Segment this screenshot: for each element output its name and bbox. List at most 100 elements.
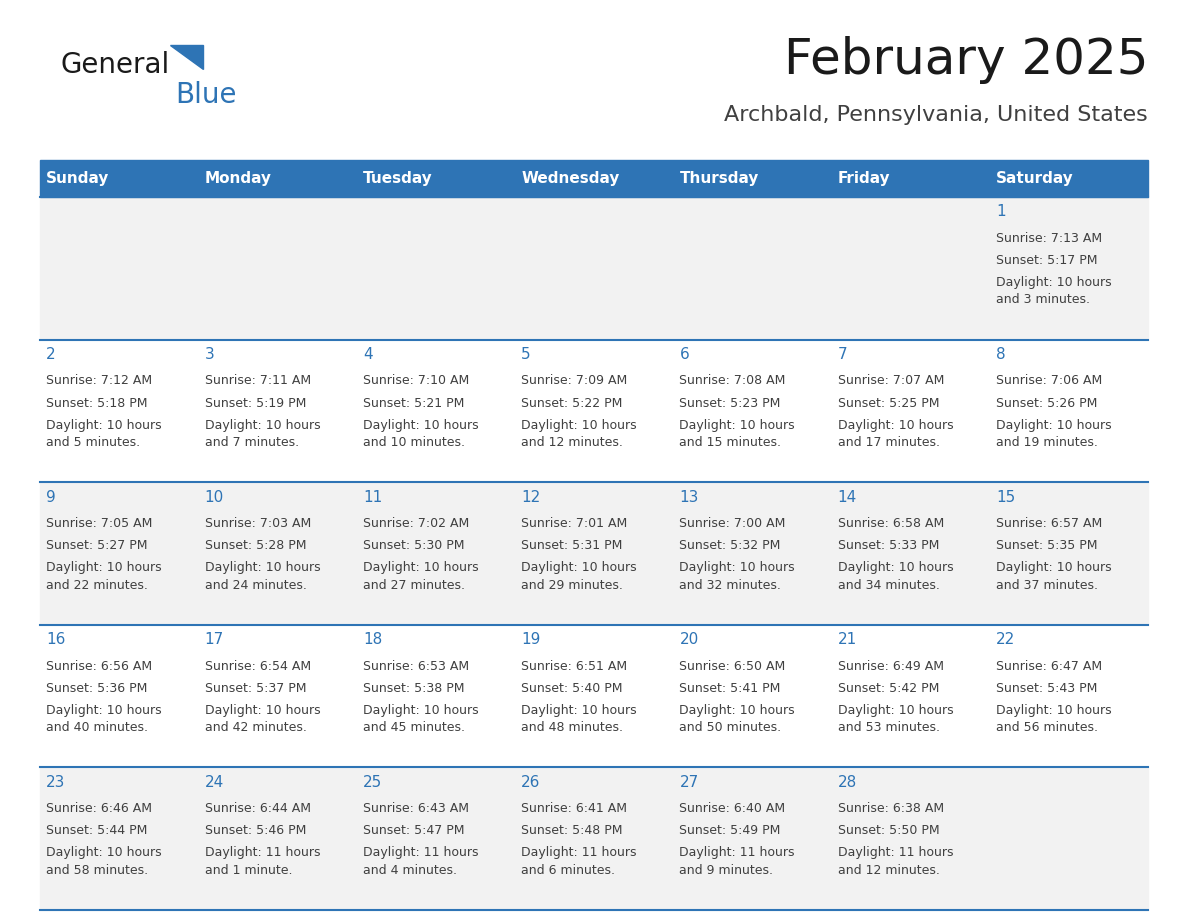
Text: Daylight: 10 hours
and 12 minutes.: Daylight: 10 hours and 12 minutes. bbox=[522, 419, 637, 449]
Text: Sunrise: 7:12 AM: Sunrise: 7:12 AM bbox=[46, 375, 152, 387]
Text: Daylight: 10 hours
and 50 minutes.: Daylight: 10 hours and 50 minutes. bbox=[680, 704, 795, 734]
Text: Sunrise: 7:02 AM: Sunrise: 7:02 AM bbox=[362, 517, 469, 530]
Text: Sunset: 5:26 PM: Sunset: 5:26 PM bbox=[996, 397, 1098, 409]
Text: Sunrise: 6:46 AM: Sunrise: 6:46 AM bbox=[46, 802, 152, 815]
Text: Sunset: 5:28 PM: Sunset: 5:28 PM bbox=[204, 539, 307, 552]
Text: 9: 9 bbox=[46, 489, 56, 505]
Text: Sunrise: 6:47 AM: Sunrise: 6:47 AM bbox=[996, 660, 1102, 673]
Text: February 2025: February 2025 bbox=[784, 36, 1148, 84]
Text: Sunset: 5:42 PM: Sunset: 5:42 PM bbox=[838, 682, 940, 695]
Text: Daylight: 10 hours
and 34 minutes.: Daylight: 10 hours and 34 minutes. bbox=[838, 561, 954, 591]
Text: Daylight: 10 hours
and 40 minutes.: Daylight: 10 hours and 40 minutes. bbox=[46, 704, 162, 734]
Text: Tuesday: Tuesday bbox=[362, 171, 432, 186]
Text: Sunrise: 7:06 AM: Sunrise: 7:06 AM bbox=[996, 375, 1102, 387]
Text: Sunset: 5:46 PM: Sunset: 5:46 PM bbox=[204, 824, 307, 837]
Text: 22: 22 bbox=[996, 633, 1016, 647]
Text: Daylight: 11 hours
and 4 minutes.: Daylight: 11 hours and 4 minutes. bbox=[362, 846, 479, 877]
Text: Sunrise: 6:40 AM: Sunrise: 6:40 AM bbox=[680, 802, 785, 815]
Text: Sunset: 5:21 PM: Sunset: 5:21 PM bbox=[362, 397, 465, 409]
Text: Sunset: 5:36 PM: Sunset: 5:36 PM bbox=[46, 682, 147, 695]
Text: 8: 8 bbox=[996, 347, 1006, 362]
Text: Sunrise: 7:01 AM: Sunrise: 7:01 AM bbox=[522, 517, 627, 530]
Text: Sunrise: 6:49 AM: Sunrise: 6:49 AM bbox=[838, 660, 943, 673]
Text: 17: 17 bbox=[204, 633, 223, 647]
Text: 2: 2 bbox=[46, 347, 56, 362]
Text: Sunrise: 6:50 AM: Sunrise: 6:50 AM bbox=[680, 660, 785, 673]
Text: Archbald, Pennsylvania, United States: Archbald, Pennsylvania, United States bbox=[725, 105, 1148, 125]
Text: Sunrise: 6:56 AM: Sunrise: 6:56 AM bbox=[46, 660, 152, 673]
Text: Sunrise: 6:58 AM: Sunrise: 6:58 AM bbox=[838, 517, 944, 530]
Text: Daylight: 11 hours
and 1 minute.: Daylight: 11 hours and 1 minute. bbox=[204, 846, 320, 877]
Text: Sunset: 5:30 PM: Sunset: 5:30 PM bbox=[362, 539, 465, 552]
Text: 5: 5 bbox=[522, 347, 531, 362]
Bar bbox=[40, 625, 1148, 767]
Text: Sunrise: 6:41 AM: Sunrise: 6:41 AM bbox=[522, 802, 627, 815]
Text: 14: 14 bbox=[838, 489, 857, 505]
Text: 13: 13 bbox=[680, 489, 699, 505]
Text: Daylight: 10 hours
and 58 minutes.: Daylight: 10 hours and 58 minutes. bbox=[46, 846, 162, 877]
Text: Daylight: 10 hours
and 32 minutes.: Daylight: 10 hours and 32 minutes. bbox=[680, 561, 795, 591]
Text: Sunrise: 6:44 AM: Sunrise: 6:44 AM bbox=[204, 802, 310, 815]
Text: Sunset: 5:38 PM: Sunset: 5:38 PM bbox=[362, 682, 465, 695]
Text: 19: 19 bbox=[522, 633, 541, 647]
Text: Sunset: 5:35 PM: Sunset: 5:35 PM bbox=[996, 539, 1098, 552]
Text: Thursday: Thursday bbox=[680, 171, 759, 186]
Text: Sunset: 5:49 PM: Sunset: 5:49 PM bbox=[680, 824, 781, 837]
Text: Sunrise: 7:07 AM: Sunrise: 7:07 AM bbox=[838, 375, 944, 387]
Text: Daylight: 10 hours
and 27 minutes.: Daylight: 10 hours and 27 minutes. bbox=[362, 561, 479, 591]
Text: Daylight: 11 hours
and 12 minutes.: Daylight: 11 hours and 12 minutes. bbox=[838, 846, 953, 877]
Text: Daylight: 10 hours
and 15 minutes.: Daylight: 10 hours and 15 minutes. bbox=[680, 419, 795, 449]
Text: Sunrise: 6:38 AM: Sunrise: 6:38 AM bbox=[838, 802, 944, 815]
Text: 21: 21 bbox=[838, 633, 857, 647]
Text: Daylight: 10 hours
and 56 minutes.: Daylight: 10 hours and 56 minutes. bbox=[996, 704, 1112, 734]
Text: Daylight: 10 hours
and 10 minutes.: Daylight: 10 hours and 10 minutes. bbox=[362, 419, 479, 449]
Bar bbox=[40, 482, 1148, 625]
Text: 10: 10 bbox=[204, 489, 223, 505]
Text: Sunset: 5:50 PM: Sunset: 5:50 PM bbox=[838, 824, 940, 837]
Text: Sunrise: 7:09 AM: Sunrise: 7:09 AM bbox=[522, 375, 627, 387]
Text: Sunrise: 7:05 AM: Sunrise: 7:05 AM bbox=[46, 517, 153, 530]
Text: 28: 28 bbox=[838, 775, 857, 789]
Text: Sunrise: 6:53 AM: Sunrise: 6:53 AM bbox=[362, 660, 469, 673]
Text: 27: 27 bbox=[680, 775, 699, 789]
Text: Daylight: 10 hours
and 37 minutes.: Daylight: 10 hours and 37 minutes. bbox=[996, 561, 1112, 591]
Text: Sunset: 5:43 PM: Sunset: 5:43 PM bbox=[996, 682, 1098, 695]
Text: 4: 4 bbox=[362, 347, 373, 362]
Text: 3: 3 bbox=[204, 347, 214, 362]
Text: Daylight: 10 hours
and 3 minutes.: Daylight: 10 hours and 3 minutes. bbox=[996, 276, 1112, 307]
Text: Sunset: 5:41 PM: Sunset: 5:41 PM bbox=[680, 682, 781, 695]
Text: Sunset: 5:40 PM: Sunset: 5:40 PM bbox=[522, 682, 623, 695]
Text: Sunset: 5:31 PM: Sunset: 5:31 PM bbox=[522, 539, 623, 552]
Text: Sunset: 5:32 PM: Sunset: 5:32 PM bbox=[680, 539, 781, 552]
Text: 25: 25 bbox=[362, 775, 383, 789]
Bar bbox=[40, 197, 1148, 340]
Text: Sunset: 5:27 PM: Sunset: 5:27 PM bbox=[46, 539, 147, 552]
Text: Friday: Friday bbox=[838, 171, 890, 186]
Text: 26: 26 bbox=[522, 775, 541, 789]
Bar bbox=[40, 340, 1148, 482]
Text: Sunset: 5:37 PM: Sunset: 5:37 PM bbox=[204, 682, 307, 695]
Text: Sunset: 5:48 PM: Sunset: 5:48 PM bbox=[522, 824, 623, 837]
Text: Sunset: 5:23 PM: Sunset: 5:23 PM bbox=[680, 397, 781, 409]
Text: 16: 16 bbox=[46, 633, 65, 647]
Text: Daylight: 10 hours
and 42 minutes.: Daylight: 10 hours and 42 minutes. bbox=[204, 704, 321, 734]
Bar bbox=[40, 160, 1148, 197]
Text: Daylight: 10 hours
and 53 minutes.: Daylight: 10 hours and 53 minutes. bbox=[838, 704, 954, 734]
Text: Daylight: 10 hours
and 22 minutes.: Daylight: 10 hours and 22 minutes. bbox=[46, 561, 162, 591]
Text: Sunrise: 7:10 AM: Sunrise: 7:10 AM bbox=[362, 375, 469, 387]
Text: Sunrise: 7:11 AM: Sunrise: 7:11 AM bbox=[204, 375, 311, 387]
Text: Daylight: 10 hours
and 29 minutes.: Daylight: 10 hours and 29 minutes. bbox=[522, 561, 637, 591]
Text: Daylight: 10 hours
and 19 minutes.: Daylight: 10 hours and 19 minutes. bbox=[996, 419, 1112, 449]
Text: Monday: Monday bbox=[204, 171, 272, 186]
Polygon shape bbox=[170, 45, 203, 69]
Text: 12: 12 bbox=[522, 489, 541, 505]
Text: Sunset: 5:47 PM: Sunset: 5:47 PM bbox=[362, 824, 465, 837]
Text: Daylight: 10 hours
and 48 minutes.: Daylight: 10 hours and 48 minutes. bbox=[522, 704, 637, 734]
Text: Daylight: 10 hours
and 5 minutes.: Daylight: 10 hours and 5 minutes. bbox=[46, 419, 162, 449]
Text: Sunset: 5:19 PM: Sunset: 5:19 PM bbox=[204, 397, 307, 409]
Text: Sunset: 5:22 PM: Sunset: 5:22 PM bbox=[522, 397, 623, 409]
Text: Sunrise: 7:13 AM: Sunrise: 7:13 AM bbox=[996, 232, 1102, 245]
Text: Sunrise: 6:57 AM: Sunrise: 6:57 AM bbox=[996, 517, 1102, 530]
Text: Sunrise: 6:54 AM: Sunrise: 6:54 AM bbox=[204, 660, 311, 673]
Text: Daylight: 10 hours
and 24 minutes.: Daylight: 10 hours and 24 minutes. bbox=[204, 561, 321, 591]
